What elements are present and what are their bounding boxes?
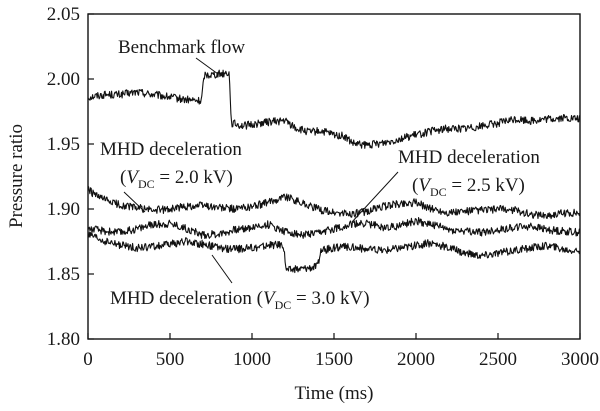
- y-tick-label: 1.80: [47, 329, 80, 350]
- leader-3-0: [211, 254, 233, 284]
- series-layer: [87, 69, 581, 274]
- series-line-3: [87, 231, 581, 274]
- x-tick-label: 1500: [315, 349, 353, 370]
- y-tick-label: 2.00: [47, 69, 80, 90]
- y-axis-label: Pressure ratio: [6, 124, 27, 228]
- x-tick-label: 2000: [397, 349, 435, 370]
- x-tick-label: 1000: [233, 349, 271, 370]
- x-axis-label: Time (ms): [294, 383, 373, 404]
- x-tick-label: 2500: [479, 349, 517, 370]
- annotation-mhd-2-0-line1: MHD deceleration: [100, 139, 242, 160]
- y-tick-label: 1.95: [47, 134, 80, 155]
- annotation-mhd-2-0-line2: (VDC = 2.0 kV): [120, 167, 233, 191]
- annotation-mhd-3-0: MHD deceleration (VDC = 3.0 kV): [110, 288, 370, 312]
- x-tick-label: 0: [83, 349, 93, 370]
- x-axis: 0 500 1000 1500 2000 2500 3000: [83, 333, 599, 370]
- series-line-1: [87, 186, 581, 220]
- leader-2-5: [351, 171, 399, 223]
- y-tick-label: 1.90: [47, 199, 80, 220]
- series-line-0: [87, 69, 581, 149]
- x-tick-label: 3000: [561, 349, 599, 370]
- y-axis: 1.80 1.85 1.90 1.95 2.00 2.05: [47, 4, 94, 350]
- leader-2-0: [123, 191, 146, 213]
- y-tick-label: 2.05: [47, 4, 80, 25]
- y-tick-label: 1.85: [47, 264, 80, 285]
- series-line-2: [87, 217, 581, 239]
- leader-benchmark: [195, 57, 219, 75]
- annotation-benchmark-flow: Benchmark flow: [118, 37, 245, 58]
- x-tick-label: 500: [156, 349, 185, 370]
- annotation-mhd-2-5-line1: MHD deceleration: [398, 147, 540, 168]
- annotation-mhd-2-5-line2: (VDC = 2.5 kV): [412, 175, 525, 199]
